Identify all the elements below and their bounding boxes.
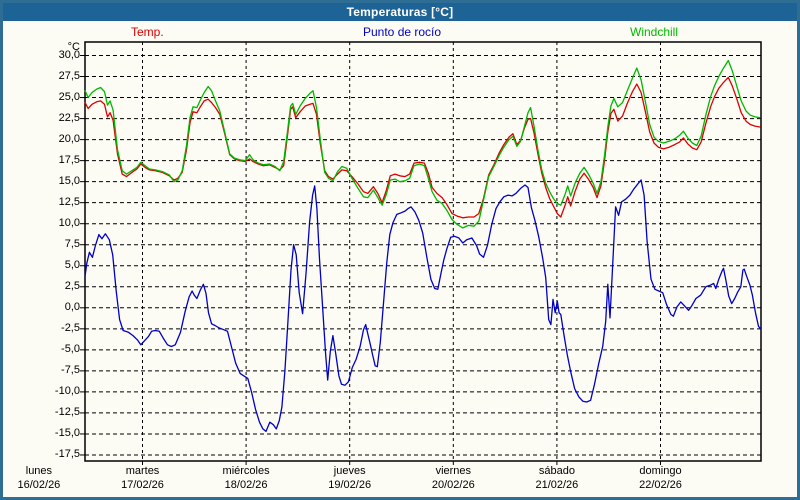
legend-windchill: Windchill bbox=[630, 25, 679, 39]
y-tick-label: 15,0 bbox=[58, 175, 80, 188]
window-title: Temperaturas [°C] bbox=[346, 5, 454, 19]
y-tick-label: 0,0 bbox=[64, 301, 80, 314]
series-line-windchill bbox=[84, 59, 761, 229]
y-tick-label: -2,5 bbox=[61, 322, 80, 335]
y-tick-label: 25,0 bbox=[58, 91, 80, 104]
series-line-temp bbox=[84, 76, 761, 219]
y-tick-label: 27,5 bbox=[58, 70, 80, 83]
series-line-punto-de-roc-o bbox=[84, 179, 762, 433]
y-tick-label: -10,0 bbox=[54, 385, 80, 398]
window-titlebar: Temperaturas [°C] bbox=[3, 3, 797, 21]
y-tick-label: -12,5 bbox=[54, 406, 80, 419]
x-day-date: 18/02/26 bbox=[224, 479, 268, 491]
y-tick-label: 22,5 bbox=[58, 112, 80, 125]
x-day-date: 20/02/26 bbox=[431, 479, 475, 491]
x-day-name: sábado bbox=[538, 465, 575, 477]
legend-temp: Temp. bbox=[131, 25, 164, 39]
x-day-name: domingo bbox=[639, 465, 682, 477]
y-tick-label: -5,0 bbox=[61, 343, 80, 356]
y-tick-label: 5,0 bbox=[64, 259, 80, 272]
x-day-date: 21/02/26 bbox=[535, 479, 579, 491]
x-day-name: lunes bbox=[25, 465, 53, 477]
legend-dewpoint: Punto de rocío bbox=[363, 25, 442, 39]
y-tick-label: 17,5 bbox=[58, 154, 80, 167]
y-tick-label: -15,0 bbox=[54, 427, 80, 440]
x-day-date: 22/02/26 bbox=[639, 479, 682, 491]
temperature-plot bbox=[80, 41, 762, 465]
y-tick-label: 30,0 bbox=[58, 49, 80, 61]
x-day-date: 19/02/26 bbox=[328, 479, 372, 491]
x-day-date: 17/02/26 bbox=[121, 479, 164, 491]
y-tick-label: 10,0 bbox=[58, 217, 80, 230]
x-day-name: miércoles bbox=[222, 465, 270, 477]
x-day-name: viernes bbox=[435, 465, 472, 477]
y-tick-label: 2,5 bbox=[64, 280, 80, 293]
y-tick-label: 7,5 bbox=[64, 238, 80, 251]
y-tick-label: -17,5 bbox=[54, 448, 80, 461]
x-day-name: martes bbox=[125, 465, 160, 477]
y-axis-unit-label: °C bbox=[67, 41, 80, 53]
x-day-date: 16/02/26 bbox=[17, 479, 61, 491]
x-day-name: jueves bbox=[333, 465, 366, 477]
y-tick-label: 20,0 bbox=[58, 133, 80, 146]
y-tick-label: -7,5 bbox=[61, 364, 80, 377]
chart-area: Temp. Punto de rocío Windchill °C 30,0 27… bbox=[3, 21, 797, 497]
y-tick-label: 12,5 bbox=[58, 196, 80, 209]
